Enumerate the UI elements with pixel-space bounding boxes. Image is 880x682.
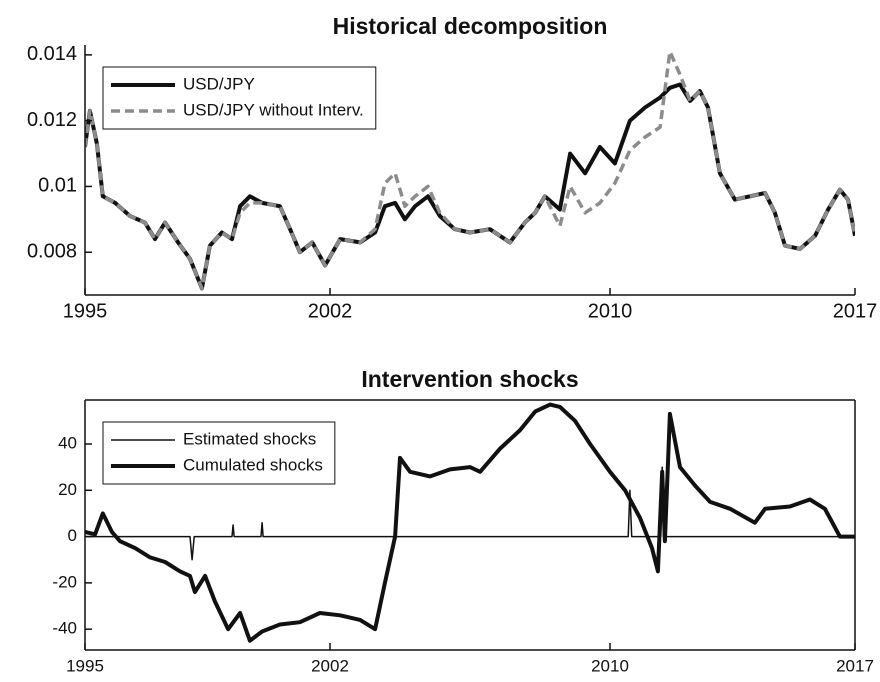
y-tick-label: 20 (58, 480, 77, 499)
y-tick-label: 0.01 (38, 175, 77, 197)
y-tick-label: 0.012 (27, 109, 77, 131)
x-tick-label: 2010 (588, 300, 633, 322)
y-tick-label: 0 (68, 526, 77, 545)
x-tick-label: 1995 (63, 300, 108, 322)
y-tick-label: 40 (58, 433, 77, 452)
y-tick-label: -20 (52, 572, 77, 591)
chart-title: Historical decomposition (333, 13, 608, 39)
legend: USD/JPY USD/JPY without Interv. (102, 66, 377, 130)
x-tick-label: 2017 (836, 656, 874, 675)
plot-area (85, 402, 855, 643)
x-tick-label: 2010 (591, 656, 629, 675)
x-tick-label: 2017 (833, 300, 878, 322)
legend-label: USD/JPY without Interv. (183, 100, 364, 119)
x-tick-label: 1995 (66, 656, 104, 675)
legend: Estimated shocks Cumulated shocks (102, 421, 336, 485)
y-tick-label: 0.014 (27, 43, 77, 65)
x-tick-label: 2002 (308, 300, 353, 322)
legend-label: Estimated shocks (183, 429, 316, 448)
series-line (85, 49, 855, 291)
legend-label: USD/JPY (183, 74, 255, 93)
legend-box (102, 421, 336, 485)
y-tick-label: 0.008 (27, 241, 77, 263)
legend-label: Cumulated shocks (183, 455, 323, 474)
series-line (85, 402, 855, 643)
x-tick-label: 2002 (311, 656, 349, 675)
plot-area (85, 49, 855, 291)
legend-box (102, 66, 377, 130)
chart-title: Intervention shocks (361, 366, 578, 392)
y-tick-label: -40 (52, 619, 77, 638)
